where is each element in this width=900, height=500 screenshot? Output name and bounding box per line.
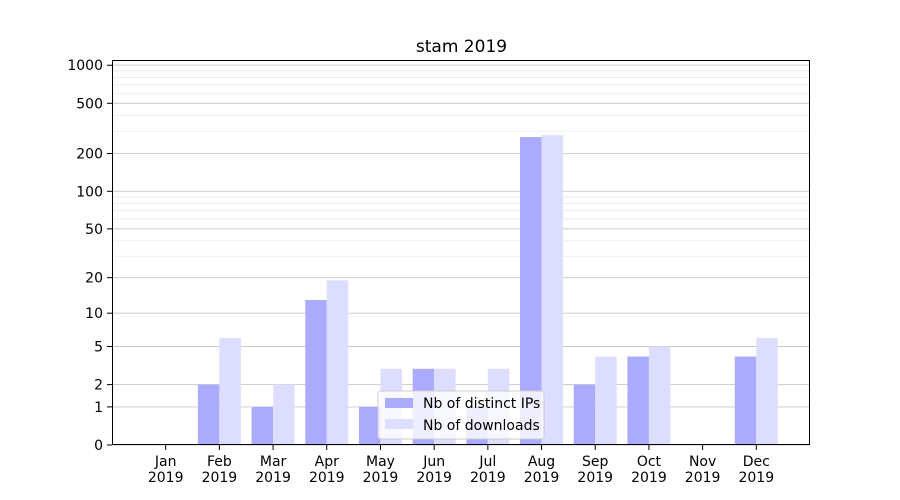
x-tick-label-year: 2019 xyxy=(309,470,345,486)
y-tick-label: 50 xyxy=(85,222,103,238)
y-tick-label: 200 xyxy=(76,146,103,162)
x-tick-label-year: 2019 xyxy=(202,470,238,486)
x-tick-label-month: Aug xyxy=(528,454,555,470)
legend-swatch-downloads xyxy=(385,419,413,429)
bar-downloads xyxy=(326,280,349,445)
y-tick-label: 0 xyxy=(94,438,103,454)
x-tick-label-year: 2019 xyxy=(416,470,452,486)
x-tick-label-month: Mar xyxy=(260,454,287,470)
x-tick-label-year: 2019 xyxy=(470,470,506,486)
plot-area xyxy=(112,60,810,445)
x-tick-label-year: 2019 xyxy=(524,470,560,486)
x-tick-label-year: 2019 xyxy=(685,470,721,486)
bar-distinct-ips xyxy=(358,406,381,445)
x-tick-label-year: 2019 xyxy=(631,470,667,486)
x-tick-label-month: Oct xyxy=(637,454,662,470)
x-tick-label-year: 2019 xyxy=(738,470,774,486)
x-tick-label-year: 2019 xyxy=(255,470,291,486)
legend-frame xyxy=(377,390,545,440)
legend-swatch-distinct-ips xyxy=(385,398,413,408)
x-tick-label-year: 2019 xyxy=(363,470,399,486)
x-tick-label-month: Nov xyxy=(689,454,716,470)
y-tick-label: 20 xyxy=(85,271,103,287)
bar-distinct-ips xyxy=(251,406,274,445)
x-tick-label-month: Dec xyxy=(743,454,770,470)
x-axis: Jan2019Feb2019Mar2019Apr2019May2019Jun20… xyxy=(148,445,774,486)
bar-downloads xyxy=(541,135,564,445)
bar-downloads xyxy=(756,338,778,445)
bar-downloads xyxy=(648,346,671,445)
x-tick-label-month: Sep xyxy=(582,454,609,470)
x-tick-label-year: 2019 xyxy=(148,470,184,486)
y-tick-label: 5 xyxy=(94,340,103,356)
y-tick-label: 1 xyxy=(94,400,103,416)
bar-distinct-ips xyxy=(520,137,542,445)
x-tick-label-year: 2019 xyxy=(577,470,613,486)
y-tick-label: 100 xyxy=(76,184,103,200)
bar-downloads xyxy=(595,356,617,445)
legend: Nb of distinct IPs Nb of downloads xyxy=(377,390,545,440)
bar-distinct-ips xyxy=(197,384,220,445)
x-tick-label-month: Apr xyxy=(315,454,339,470)
y-tick-label: 1000 xyxy=(67,58,103,74)
bar-distinct-ips xyxy=(573,384,596,445)
y-tick-label: 2 xyxy=(94,378,103,394)
legend-label-downloads: Nb of downloads xyxy=(423,418,540,434)
bar-distinct-ips xyxy=(305,299,327,445)
y-axis: 0 1 2 5 10 20 50 100 200 500 1000 xyxy=(67,58,112,454)
y-tick-label: 500 xyxy=(76,96,103,112)
x-tick-label-month: Jan xyxy=(154,454,177,470)
bar-downloads xyxy=(273,384,295,445)
bar-distinct-ips xyxy=(627,356,649,445)
x-tick-label-month: Jul xyxy=(478,454,496,470)
x-tick-label-month: Feb xyxy=(207,454,232,470)
legend-label-distinct-ips: Nb of distinct IPs xyxy=(423,396,540,412)
bar-downloads xyxy=(219,338,241,445)
chart-title: stam 2019 xyxy=(416,37,507,57)
x-tick-label-month: May xyxy=(366,454,395,470)
bar-distinct-ips xyxy=(734,356,757,445)
x-tick-label-month: Jun xyxy=(422,454,445,470)
y-tick-label: 10 xyxy=(85,306,103,322)
